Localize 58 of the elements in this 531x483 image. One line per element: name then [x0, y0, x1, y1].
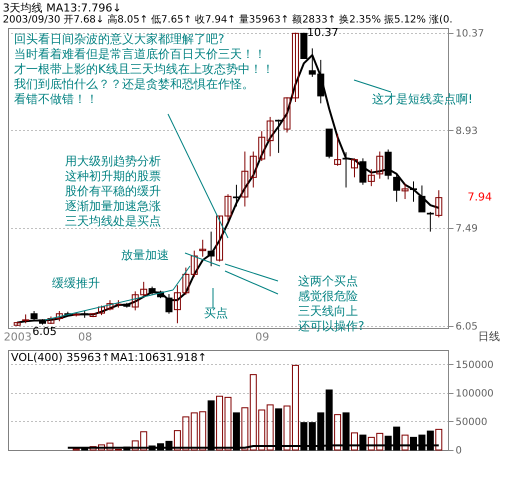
bar — [402, 434, 409, 450]
annotation: 回头看日间杂波的意义大家都理解了吧? — [14, 32, 224, 46]
text: 日线 — [478, 330, 500, 343]
annotation: 感觉很危险 — [298, 289, 358, 303]
candlestick — [376, 151, 384, 180]
annotation: 当时看着难看但是常言道底价百日天价三天！！ — [14, 47, 266, 61]
bar — [350, 432, 358, 450]
y-tick-label: 0 — [456, 446, 462, 456]
y-tick-label: 8.93 — [456, 126, 478, 137]
text: 7.94 — [468, 190, 492, 204]
annotation: 还可以操作? — [298, 319, 364, 333]
annotation: 三天线向上 — [298, 304, 358, 318]
annotation: 6.05 — [32, 324, 57, 338]
candlestick — [334, 133, 342, 166]
candlestick — [384, 148, 392, 180]
annotation: 三天均线处是买点 — [65, 214, 161, 228]
candlestick — [435, 190, 442, 218]
chart-subtitle: 2003/09/30 开7.68↓ 高8.05↑ 低7.65↑ 收7.94↑ 量35963↑ 额2833↑ 换2.35% 振5.12% 涨(0. — [2, 13, 453, 26]
candlestick — [359, 158, 366, 186]
annotation: 这种初升期的股票 — [65, 169, 161, 183]
annotation: 买点 — [204, 306, 228, 320]
annotation: 逐渐加量加速急涨 — [65, 199, 161, 213]
bar — [435, 428, 442, 450]
candlestick — [426, 211, 434, 232]
y-tick-label: 6.05 — [456, 321, 478, 332]
annotation: 10.37 — [307, 26, 339, 39]
candlestick — [418, 184, 426, 212]
y-tick-label: 50000 — [456, 416, 488, 428]
annotation: VOL(400) 35963↑MA1:10631.918↑ — [11, 351, 207, 364]
candlestick — [402, 182, 409, 200]
annotation: 股价有平稳的缓升 — [65, 184, 161, 198]
candlestick — [199, 239, 206, 258]
candlestick — [342, 152, 350, 188]
candlestick — [368, 168, 375, 187]
x-tick-label: 09 — [255, 330, 270, 344]
chart-title: 3天均线 MA13:7.796↓ — [2, 1, 122, 14]
candlestick — [275, 119, 282, 154]
annotation: 才一根带上影的K线且三天均线在上攻态势中！！ — [14, 62, 274, 76]
y-tick-label: 10.37 — [456, 28, 484, 40]
annotation: 这才是短线卖点啊! — [372, 92, 473, 106]
y-tick-label: 7.49 — [456, 224, 478, 235]
annotation: 看错不做错！！ — [14, 92, 98, 106]
candlestick — [393, 174, 400, 202]
candlestick — [208, 231, 215, 267]
annotation: 缓缓推升 — [52, 276, 100, 290]
annotation: 放量加速 — [121, 248, 169, 262]
candlestick — [165, 294, 172, 314]
y-tick-label: 150000 — [456, 360, 494, 371]
candlestick — [350, 158, 358, 178]
bar — [334, 414, 342, 450]
annotation: 用大级别趋势分析 — [65, 154, 161, 168]
annotation: 这两个买点 — [298, 274, 358, 288]
candlestick — [232, 184, 240, 208]
annotation: 我们到底怕什么？？还是贪婪和恐惧在作怪。 — [14, 77, 254, 91]
x-tick-label: 08 — [78, 330, 92, 344]
x-tick-label: 2003 — [4, 330, 32, 344]
candlestick — [410, 180, 417, 202]
y-tick-label: 100000 — [456, 388, 494, 400]
